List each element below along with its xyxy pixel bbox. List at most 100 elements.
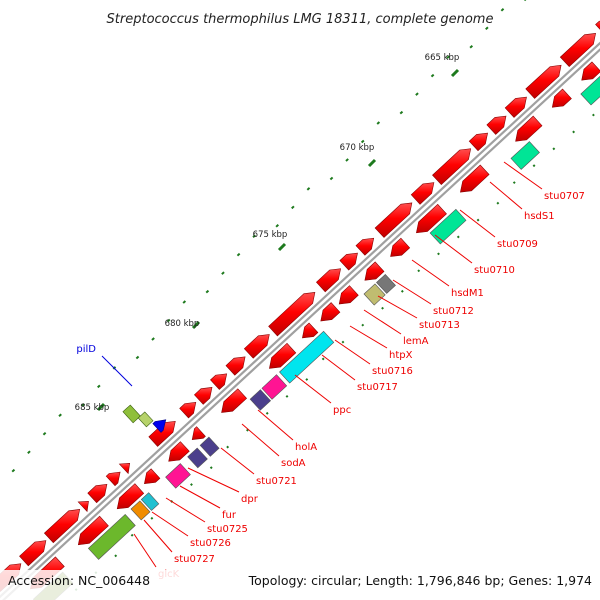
outer-tick (27, 450, 31, 454)
kbp-label-5: 685 kbp (75, 403, 110, 413)
forward-gene-2 (19, 540, 47, 567)
inner-tick (321, 357, 325, 361)
forward-gene-16 (339, 252, 358, 271)
gene-label-dpr: dpr (241, 494, 259, 505)
category-box-3 (130, 500, 151, 521)
pild-gene (152, 419, 167, 433)
outer-tick (345, 158, 349, 162)
outer-tick (275, 224, 280, 228)
category-box-4 (140, 492, 160, 511)
inner-tick (190, 483, 193, 486)
reverse-gene-9 (302, 322, 319, 339)
gene-label-stu0725: stu0725 (207, 524, 248, 535)
inner-tick (361, 323, 365, 327)
leader-line-15 (220, 447, 255, 475)
gene-label-stu0713: stu0713 (419, 320, 460, 331)
outer-tick (135, 355, 140, 360)
leader-line-21 (133, 533, 157, 568)
forward-gene-18 (374, 202, 413, 238)
leader-line-4 (434, 234, 473, 264)
category-box-14 (510, 141, 540, 170)
gene-label-lemA: lemA (403, 336, 429, 347)
forward-gene-4 (77, 500, 89, 513)
leader-line-1 (503, 161, 543, 190)
pild-neighbor-box-2 (137, 411, 154, 428)
kbp-label-4: 680 kbp (165, 319, 200, 329)
inner-tick (417, 269, 421, 273)
reverse-gene-12 (364, 261, 385, 281)
gene-label-stu0707: stu0707 (544, 191, 585, 202)
leader-line-6 (392, 279, 432, 305)
outer-tick (360, 139, 365, 144)
inner-tick (209, 466, 213, 470)
reverse-gene-7 (221, 388, 248, 413)
inner-tick (512, 181, 516, 185)
outer-tick (415, 92, 419, 96)
reverse-gene-14 (416, 203, 447, 234)
inner-tick (226, 445, 230, 449)
leader-line-20 (143, 519, 173, 553)
inner-tick (130, 533, 134, 537)
category-box-13 (429, 208, 467, 245)
forward-gene-17 (355, 237, 375, 256)
category-box-2 (87, 513, 136, 560)
gene-label-stu0716: stu0716 (372, 366, 413, 377)
leader-line-14 (241, 423, 280, 457)
forward-gene-13 (243, 334, 270, 359)
outer-tick (58, 413, 62, 417)
kbp-major-tick-4 (367, 158, 377, 168)
kbp-label-1: 665 kbp (425, 53, 460, 63)
inner-tick (476, 218, 480, 222)
label-leader-lines (101, 161, 543, 568)
inner-tick (150, 516, 154, 520)
leader-line-12 (294, 374, 332, 404)
category-box-15 (580, 75, 600, 106)
outer-tick (205, 289, 210, 294)
forward-gene-14 (268, 292, 316, 337)
genome-summary-text: Topology: circular; Length: 1,796,846 bp… (248, 573, 592, 588)
forward-gene-25 (559, 33, 596, 68)
category-box-11 (363, 283, 386, 306)
map-title: Streptococcus thermophilus LMG 18311, co… (107, 12, 494, 27)
leader-line-9 (349, 325, 388, 349)
outer-tick (376, 121, 381, 125)
category-box-6 (187, 447, 208, 469)
kbp-major-tick-5 (450, 68, 460, 78)
gene-label-hsdM1: hsdM1 (451, 288, 484, 299)
inner-tick (591, 113, 595, 117)
leader-line-17 (179, 485, 221, 509)
outer-tick (469, 45, 474, 49)
outer-tick (166, 318, 171, 323)
outer-tick (500, 8, 505, 12)
gene-label-stu0726: stu0726 (190, 538, 231, 549)
forward-gene-11 (210, 373, 228, 390)
gene-label-stu0709: stu0709 (497, 239, 538, 250)
inner-tick (552, 147, 556, 151)
leader-line-19 (151, 511, 189, 537)
inner-tick (305, 378, 309, 381)
forward-gene-15 (315, 268, 341, 293)
outer-tick (42, 431, 47, 436)
outer-tick (430, 73, 435, 78)
outer-tick (252, 234, 256, 238)
outer-tick (291, 205, 295, 210)
gene-label-sodA: sodA (281, 458, 306, 469)
category-box-5 (165, 463, 191, 489)
forward-gene-22 (486, 115, 507, 135)
outer-tick (182, 300, 187, 304)
forward-gene-5 (87, 483, 108, 504)
forward-gene-21 (468, 132, 488, 152)
gene-labels: stu0707 hsdS1 stu0709 stu0710 hsdM1 stu0712 st… (76, 191, 585, 580)
outer-tick (399, 110, 404, 115)
gene-label-stu0727: stu0727 (174, 554, 215, 565)
category-box-9 (261, 374, 288, 400)
kbp-label-3: 675 kbp (253, 230, 288, 240)
inner-tick (572, 130, 576, 134)
leader-line-7 (377, 295, 418, 319)
inner-tick (381, 306, 384, 310)
leader-line-3 (459, 209, 496, 238)
outer-tick (485, 26, 489, 31)
category-box-12 (376, 273, 396, 294)
